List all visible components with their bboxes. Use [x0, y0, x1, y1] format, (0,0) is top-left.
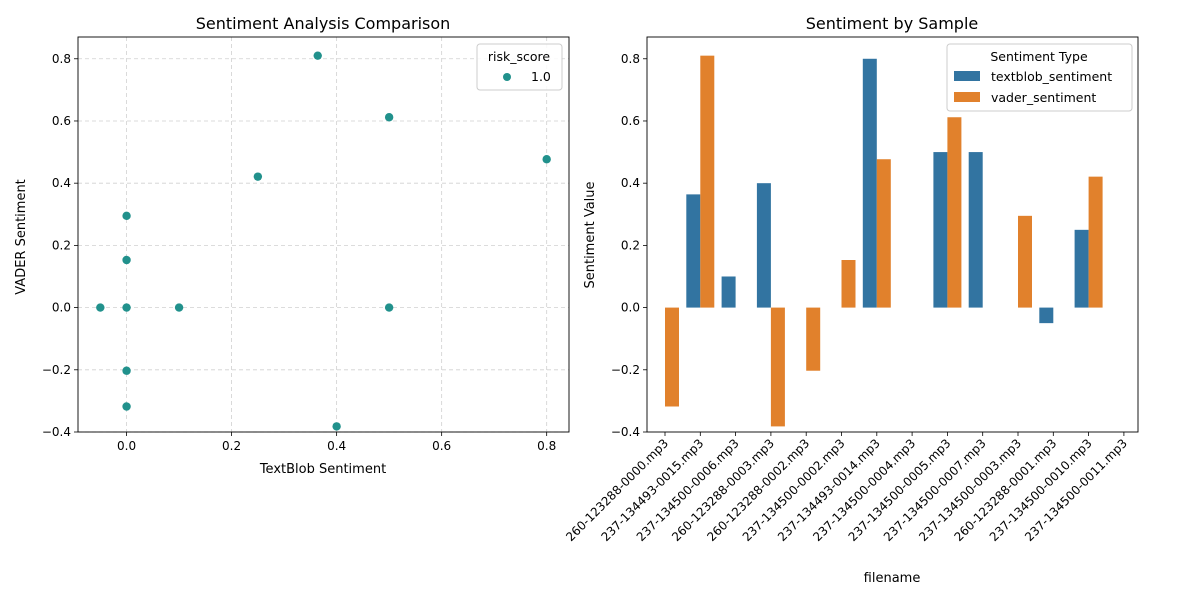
bar-subplot: Sentiment by Sample filename Sentiment V…	[563, 14, 1139, 586]
bar-legend-label-vader: vader_sentiment	[991, 90, 1096, 105]
scatter-ylabel: VADER Sentiment	[14, 179, 29, 295]
scatter-ticks: 0.0 0.2 0.4 0.6 0.8 −0.4 −0.2 0.0 0.2 0.4 0.6 0.8	[42, 52, 556, 453]
scatter-point	[96, 303, 105, 312]
scatter-point	[174, 303, 184, 312]
scatter-point	[122, 211, 131, 221]
scatter-legend-label: 1.0	[531, 69, 551, 84]
bar-vader_sentiment	[876, 159, 891, 308]
scatter-ytick-label: −0.2	[42, 363, 71, 377]
scatter-point	[122, 402, 131, 411]
bar-marks	[665, 55, 1103, 427]
bar-ytick-label: −0.2	[611, 363, 640, 377]
scatter-xlabel: TextBlob Sentiment	[259, 462, 386, 477]
bar-vader_sentiment	[1088, 176, 1103, 308]
bar-ytick-label: 0.4	[621, 176, 640, 190]
scatter-xtick-label: 0.6	[432, 439, 451, 453]
scatter-xtick-label: 0.4	[327, 439, 346, 453]
bar-textblob_sentiment	[721, 276, 736, 308]
bar-legend-box	[946, 43, 1133, 112]
scatter-point	[253, 172, 263, 181]
bar-textblob_sentiment	[968, 152, 983, 308]
scatter-point	[122, 255, 131, 265]
bar-vader_sentiment	[841, 260, 856, 308]
scatter-point	[542, 155, 551, 164]
scatter-xtick-label: 0.2	[222, 439, 241, 453]
scatter-points	[96, 51, 551, 431]
scatter-xtick-label: 0.8	[537, 439, 556, 453]
bar-ytick-label: −0.4	[611, 425, 640, 439]
bar-textblob_sentiment	[933, 152, 948, 308]
bar-title: Sentiment by Sample	[806, 14, 979, 33]
scatter-legend-marker	[503, 73, 511, 81]
scatter-xtick-label: 0.0	[117, 439, 136, 453]
bar-ytick-label: 0.6	[621, 114, 640, 128]
bar-vader_sentiment	[770, 307, 785, 427]
scatter-point	[122, 303, 131, 312]
scatter-frame	[77, 36, 570, 433]
scatter-point	[384, 113, 394, 122]
scatter-subplot: Sentiment Analysis Comparison TextBlob S…	[14, 14, 570, 477]
bar-ytick-label: 0.2	[621, 238, 640, 252]
bar-legend-label-textblob: textblob_sentiment	[991, 69, 1112, 84]
bar-textblob_sentiment	[1074, 229, 1089, 308]
bar-textblob_sentiment	[1039, 307, 1054, 324]
bar-ticks: −0.4−0.20.00.20.40.60.8260-123288-0000.m…	[563, 52, 1130, 544]
bar-legend-swatch-textblob	[954, 71, 980, 81]
bar-vader_sentiment	[1018, 215, 1032, 308]
scatter-point	[332, 422, 341, 431]
scatter-legend-title: risk_score	[488, 49, 551, 64]
bar-textblob_sentiment	[862, 58, 877, 308]
bar-legend-swatch-vader	[954, 92, 980, 102]
scatter-title: Sentiment Analysis Comparison	[196, 14, 451, 33]
bar-vader_sentiment	[806, 307, 821, 371]
bar-frame	[646, 36, 1139, 433]
scatter-point	[313, 51, 322, 60]
bar-legend-title: Sentiment Type	[990, 49, 1088, 64]
bar-vader_sentiment	[700, 55, 715, 308]
scatter-legend: risk_score 1.0	[476, 43, 563, 91]
scatter-point	[384, 303, 394, 312]
bar-ytick-label: 0.8	[621, 52, 640, 66]
bar-textblob_sentiment	[756, 183, 771, 308]
bar-textblob_sentiment	[686, 194, 701, 308]
scatter-ytick-label: 0.2	[52, 238, 71, 252]
scatter-point	[122, 366, 131, 375]
scatter-ytick-label: −0.4	[42, 425, 71, 439]
scatter-legend-box	[476, 43, 563, 91]
scatter-ytick-label: 0.8	[52, 52, 71, 66]
scatter-ytick-label: 0.6	[52, 114, 71, 128]
scatter-ytick-label: 0.4	[52, 176, 71, 190]
bar-ylabel: Sentiment Value	[583, 181, 598, 288]
bar-vader_sentiment	[665, 307, 679, 407]
scatter-ytick-label: 0.0	[52, 301, 71, 315]
bar-vader_sentiment	[947, 117, 962, 308]
bar-ytick-label: 0.0	[621, 301, 640, 315]
bar-legend: Sentiment Type textblob_sentiment vader_…	[946, 43, 1133, 112]
bar-xlabel: filename	[864, 571, 921, 586]
